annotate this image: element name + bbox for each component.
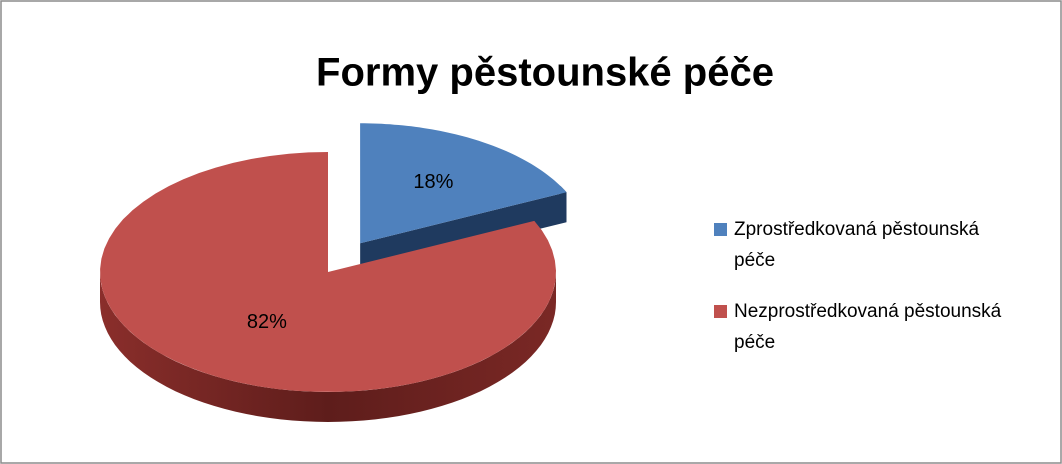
value-label: 82% [247, 311, 287, 333]
slice [360, 123, 567, 244]
legend-swatch [714, 223, 727, 236]
chart-title: Formy pěstounské péče [316, 51, 774, 95]
legend-label: Nezprostředkovaná pěstounská péče [734, 301, 1002, 353]
legend-entry: Nezprostředkovaná pěstounská péče [714, 296, 1014, 358]
value-label: 18% [413, 171, 453, 193]
legend-swatch [714, 305, 727, 318]
legend-label: Zprostředkovaná pěstounská péče [734, 219, 980, 271]
legend-entry: Zprostředkovaná pěstounská péče [714, 214, 1014, 276]
slice-side [100, 272, 556, 422]
slice-side [560, 185, 567, 223]
legend: Zprostředkovaná pěstounská péče Nezprostř… [714, 214, 1014, 378]
pie: 18% 82% [100, 123, 567, 422]
slice [100, 152, 556, 392]
